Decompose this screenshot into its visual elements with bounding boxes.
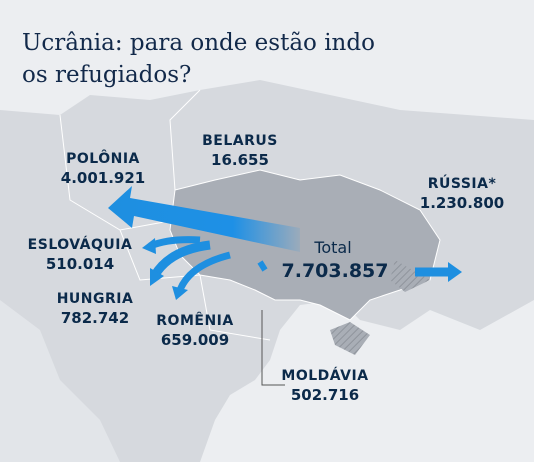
crimea [330,322,370,355]
country-value: 4.001.921 [61,169,145,187]
country-name: POLÔNIA [66,149,140,167]
land [0,300,120,462]
country-name: ESLOVÁQUIA [28,236,133,253]
leader-line [261,310,285,386]
arrow-heads [142,238,462,300]
title: os refugiados? [22,62,191,88]
country-value: 510.014 [46,255,114,273]
total-value: 7.703.857 [282,260,389,282]
country-name: BELARUS [202,133,278,149]
country-value: 782.742 [61,309,129,327]
country-value: 16.655 [211,151,269,169]
country-value: 1.230.800 [420,194,504,212]
country-name: RÚSSIA* [428,174,497,192]
country-name: ROMÊNIA [156,312,233,329]
arrow-poland [108,186,300,252]
ukraine [169,169,441,321]
country-name: MOLDÁVIA [281,367,368,384]
country-value: 659.009 [161,331,229,349]
country-name: HUNGRIA [57,291,134,307]
occupied-area [390,260,430,292]
country-value: 502.716 [291,386,359,404]
borders [59,89,271,341]
title: Ucrânia: para onde estão indo [22,30,375,56]
total-label: Total [313,238,351,257]
